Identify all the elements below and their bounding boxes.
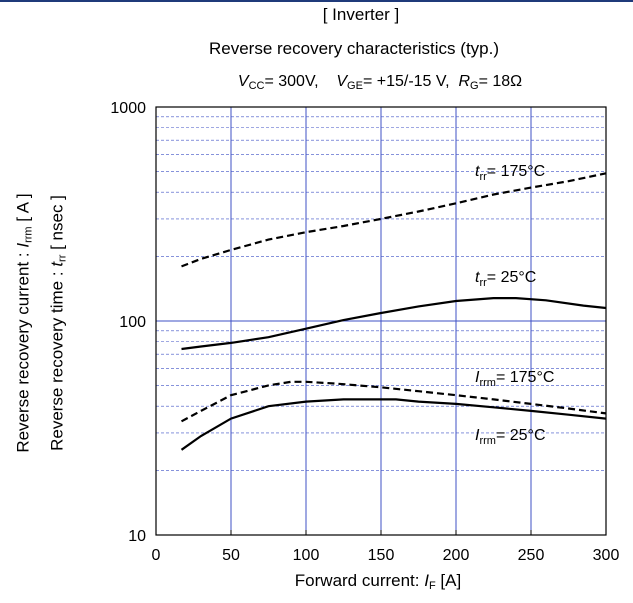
y1-symbol: I <box>14 243 33 248</box>
x-tick-label: 0 <box>152 547 161 564</box>
series-label-temperature: = 175°C <box>487 163 545 180</box>
x-tick-label: 50 <box>222 547 240 564</box>
x-tick-label: 150 <box>368 547 395 564</box>
series-label: trr= 25°C <box>475 269 536 289</box>
y1-unit: [ A ] <box>14 193 33 226</box>
y1-subscript: rrm <box>23 226 35 243</box>
series-label-temperature: = 25°C <box>487 269 537 286</box>
series-label-subscript: rrm <box>479 435 496 447</box>
y-tick-label: 100 <box>119 314 146 331</box>
series-label: Irrm= 25°C <box>475 427 546 447</box>
series-label-subscript: rrm <box>479 377 496 389</box>
x-unit: [A] <box>436 571 462 590</box>
series-label-temperature: = 175°C <box>496 369 554 386</box>
y1-text: Reverse recovery current : <box>14 248 33 453</box>
x-tick-label: 300 <box>593 547 620 564</box>
x-tick-label: 100 <box>293 547 320 564</box>
y2-unit: [ nsec ] <box>48 195 67 255</box>
y-tick-label: 1000 <box>110 100 146 117</box>
y2-text: Reverse recovery time : <box>48 267 67 451</box>
y2-symbol: t <box>48 262 67 267</box>
x-tick-label: 250 <box>518 547 545 564</box>
x-axis-title: Forward current: IF [A] <box>295 571 461 592</box>
x-subscript: F <box>429 580 436 592</box>
series-label-temperature: = 25°C <box>496 427 546 444</box>
y-axis-title-current: Reverse recovery current : Irrm [ A ] <box>14 193 35 452</box>
series-curve-trr-175c <box>182 173 607 266</box>
y2-subscript: rr <box>57 255 69 262</box>
x-text: Forward current: <box>295 571 424 590</box>
x-tick-label: 200 <box>443 547 470 564</box>
y-tick-label: 10 <box>128 528 146 545</box>
series-label: trr= 175°C <box>475 163 545 183</box>
series-curve-Irrm-175c <box>182 382 607 422</box>
y-axis-title-time: Reverse recovery time : trr [ nsec ] <box>48 195 69 451</box>
series-curve-trr-25c <box>182 298 607 349</box>
series-label: Irrm= 175°C <box>475 369 554 389</box>
